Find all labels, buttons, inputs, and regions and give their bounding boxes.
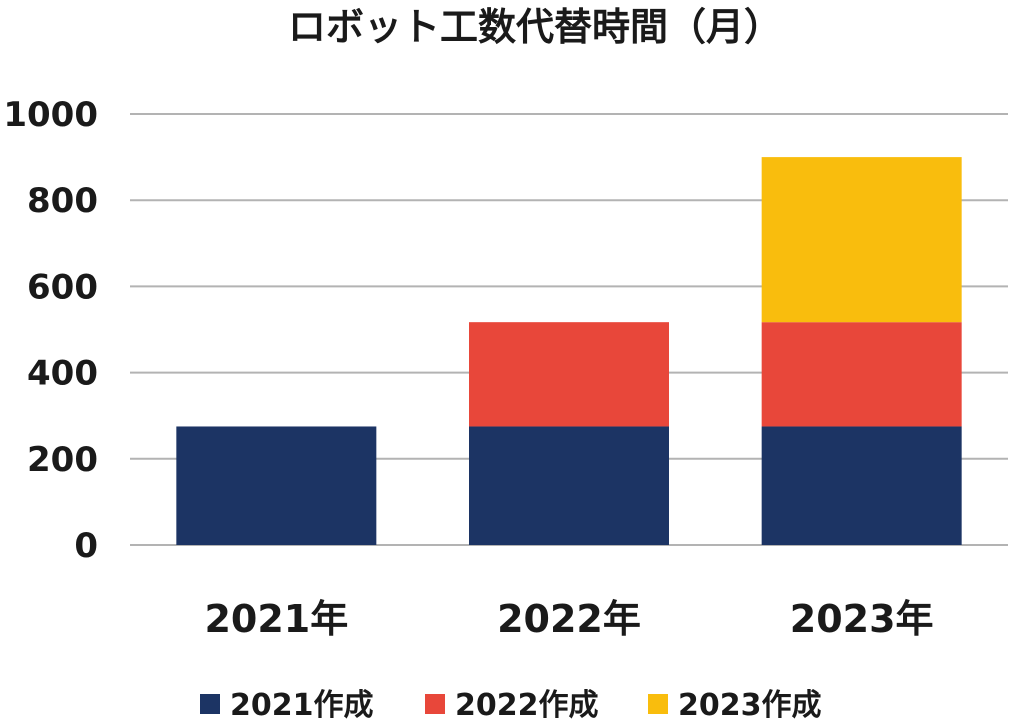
- y-tick-label: 0: [74, 526, 98, 566]
- legend-swatch: [648, 694, 668, 714]
- y-tick-label: 1000: [3, 95, 98, 135]
- legend-swatch: [200, 694, 220, 714]
- bar-segment: [469, 426, 669, 545]
- bar-segment: [469, 322, 669, 427]
- bar-segment: [761, 157, 962, 323]
- x-tick-label: 2023年: [790, 597, 934, 641]
- legend-label: 2022作成: [455, 688, 599, 722]
- x-axis-ticks: 2021年 2022年 2023年: [204, 597, 933, 641]
- chart-title: ロボット工数代替時間（月）: [288, 5, 782, 49]
- x-tick-label: 2021年: [204, 597, 348, 641]
- bar-segment: [176, 426, 377, 545]
- legend-label: 2023作成: [678, 688, 822, 722]
- y-tick-label: 600: [27, 267, 98, 307]
- legend-label: 2021作成: [230, 688, 374, 722]
- y-tick-label: 400: [27, 354, 98, 394]
- y-tick-label: 200: [27, 440, 98, 480]
- bars: [176, 157, 962, 545]
- bar-segment: [761, 426, 962, 545]
- y-axis-ticks: 0 200 400 600 800 1000: [3, 95, 98, 566]
- legend: 2021作成 2022作成 2023作成: [200, 688, 822, 723]
- y-tick-label: 800: [27, 181, 98, 221]
- bar-segment: [761, 322, 962, 427]
- legend-swatch: [425, 694, 445, 714]
- x-tick-label: 2022年: [497, 597, 641, 641]
